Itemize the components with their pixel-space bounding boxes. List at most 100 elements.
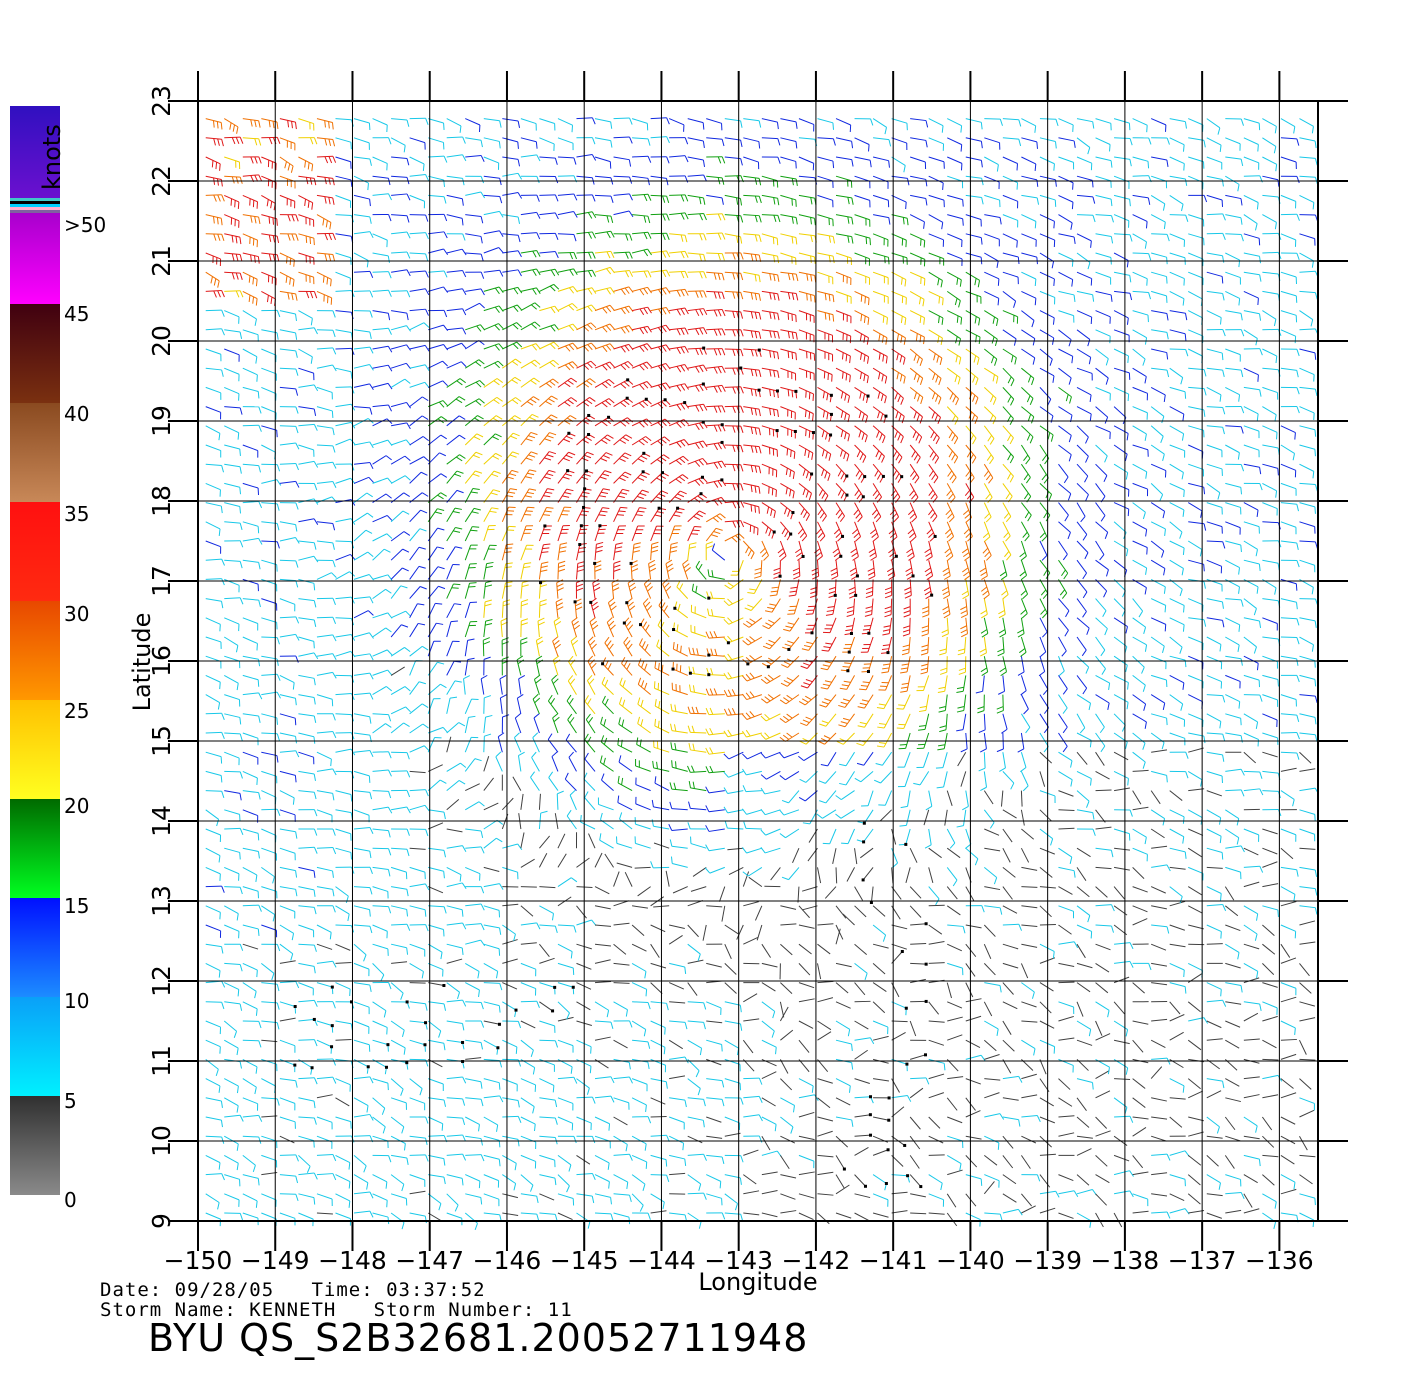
wind-barb (704, 866, 725, 874)
wind-barb (446, 999, 467, 1007)
wind-barb (724, 1078, 741, 1091)
wind-barb (335, 905, 350, 922)
wind-barb (1076, 867, 1087, 881)
wind-barb (1132, 982, 1145, 994)
rain-flag-dot (578, 543, 582, 547)
wind-barb (1132, 694, 1147, 711)
rain-flag-dot (884, 1181, 888, 1185)
wind-barb (946, 886, 958, 900)
wind-barb (261, 617, 278, 630)
wind-barb (631, 1097, 647, 1112)
wind-barb (465, 962, 480, 979)
wind-barb (650, 1154, 668, 1167)
wind-barb (335, 828, 352, 841)
wind-barb (1095, 886, 1108, 898)
wind-barb (1299, 636, 1314, 652)
wind-barb (761, 1039, 777, 1055)
wind-barb (463, 675, 471, 695)
wind-barb (1187, 1001, 1201, 1013)
wind-barb (817, 943, 831, 955)
wind-barb (557, 1212, 573, 1220)
wind-barb (1299, 694, 1318, 704)
wind-barb (965, 1039, 981, 1049)
wind-barb (1021, 1193, 1033, 1207)
wind-barb (1243, 1012, 1259, 1022)
wind-barb (465, 1057, 482, 1060)
wind-barb (1299, 1001, 1315, 1007)
wind-barb (835, 867, 838, 884)
wind-barb (705, 727, 725, 736)
wind-barb (601, 773, 614, 791)
rain-flag-dot (775, 429, 779, 433)
wind-barb (1095, 1193, 1108, 1206)
wind-barb (1225, 713, 1242, 726)
wind-barb (835, 1184, 850, 1195)
wind-barb (1095, 694, 1110, 710)
wind-barb (446, 958, 463, 964)
wind-barb (539, 905, 554, 921)
wind-barb (925, 790, 933, 811)
wind-barb (224, 732, 243, 741)
wind-barb (1113, 886, 1125, 900)
wind-barb (921, 617, 930, 637)
wind-barb (391, 828, 410, 836)
wind-barb (654, 718, 670, 734)
wind-barb (1280, 1174, 1296, 1190)
longitude-tick-label: −141 (859, 1246, 928, 1275)
latitude-tick-label: 10 (147, 1125, 176, 1157)
wind-barb (821, 636, 837, 652)
wind-barb (552, 636, 561, 657)
wind-barb (760, 674, 781, 684)
wind-barb (298, 1155, 311, 1173)
wind-barb (780, 1097, 795, 1113)
wind-barb (1076, 1097, 1087, 1111)
color-scale-tick: 25 (64, 699, 89, 723)
wind-barb (261, 982, 280, 992)
wind-barb (483, 656, 491, 676)
wind-barb (1262, 963, 1275, 976)
wind-barb (1002, 1174, 1017, 1185)
latitude-tick-label: 12 (147, 965, 176, 997)
wind-barb (548, 771, 559, 791)
wind-barb (687, 765, 707, 773)
wind-barb (631, 924, 645, 936)
wind-barb (947, 943, 963, 952)
wind-barb (818, 771, 837, 784)
wind-barb (941, 617, 949, 638)
wind-barb (483, 695, 492, 714)
wind-barb (261, 886, 278, 899)
wind-barb (1280, 1092, 1297, 1099)
wind-barb (1225, 694, 1241, 709)
wind-barb (205, 1193, 220, 1210)
wind-barb (446, 640, 460, 657)
wind-barb (538, 852, 548, 868)
wind-barb (465, 1135, 483, 1146)
wind-barb (409, 1116, 429, 1124)
color-band-25-30 (10, 601, 60, 700)
wind-barb (1132, 769, 1149, 772)
wind-barb (224, 982, 240, 997)
wind-barb (1132, 1078, 1146, 1089)
wind-barb (316, 1076, 337, 1084)
wind-barb (224, 751, 240, 766)
wind-barb (446, 1193, 459, 1212)
wind-barb (242, 732, 259, 746)
wind-barb (706, 1116, 722, 1123)
wind-barb (947, 1135, 964, 1148)
wind-barb (854, 982, 866, 996)
wind-barb (965, 924, 982, 929)
wind-barb (502, 1097, 520, 1108)
rain-flag-dot (887, 1096, 891, 1100)
wind-barb (446, 620, 458, 638)
wind-barb (372, 1097, 386, 1115)
wind-barb (409, 723, 429, 734)
wind-barb (1058, 866, 1076, 878)
wind-barb (409, 883, 430, 891)
wind-barb (599, 833, 614, 849)
wind-barb (780, 1193, 796, 1200)
wind-barb (631, 982, 648, 997)
latitude-tick-label: 17 (147, 565, 176, 597)
wind-barb (639, 618, 652, 638)
wind-barb (1151, 1135, 1167, 1142)
wind-barb (839, 751, 855, 767)
